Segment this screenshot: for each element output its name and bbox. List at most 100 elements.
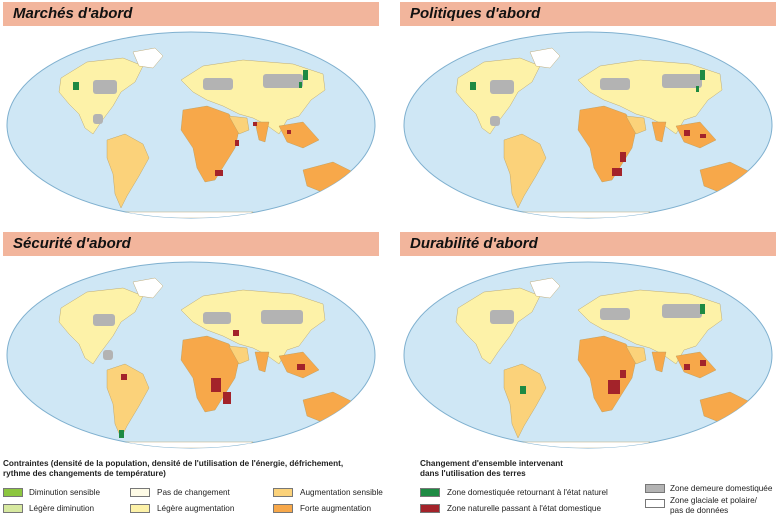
north-america-land	[58, 57, 144, 135]
legend-label: Zone naturelle passant à l'état domestiq…	[447, 504, 602, 513]
south-america-land	[503, 133, 547, 209]
conversion-zone	[700, 134, 706, 138]
legend-land-use: Changement d'ensemble intervenant dans l…	[420, 459, 640, 479]
rewilding-zone	[341, 182, 345, 190]
south-america-land	[503, 363, 547, 439]
india-land	[651, 351, 667, 373]
se-asia-land	[675, 351, 717, 379]
conversion-zone	[297, 364, 305, 370]
conversion-zone	[215, 170, 223, 176]
panel-title: Politiques d'abord	[400, 2, 776, 26]
legend-label: Zone demeure domestiquée	[670, 484, 773, 493]
se-asia-land	[675, 121, 717, 149]
legend-title-line1: Contraintes (densité de la population, d…	[3, 459, 344, 468]
legend-title-line2: rythme des changements de température)	[3, 469, 166, 478]
greenland-land	[529, 47, 561, 69]
legend-constraints: Contraintes (densité de la population, d…	[3, 459, 403, 479]
land-layer	[455, 277, 751, 448]
rewilding-zone	[740, 180, 744, 188]
domestic-zone	[261, 310, 303, 324]
legend-label: Diminution sensible	[29, 488, 100, 497]
legend-swatch	[3, 488, 23, 497]
domestic-zone	[263, 74, 303, 88]
legend-label: Augmentation sensible	[300, 488, 383, 497]
legend-swatch	[130, 504, 150, 513]
arabia-land	[228, 115, 250, 135]
legend-swatch	[420, 488, 440, 497]
rewilding-zone	[299, 82, 302, 88]
panel-title: Durabilité d'abord	[400, 232, 776, 256]
legend-title-line2: dans l'utilisation des terres	[420, 469, 526, 478]
legend-swatch	[645, 499, 665, 508]
rewilding-zone	[73, 82, 79, 90]
land-layer	[58, 47, 354, 218]
arabia-land	[228, 345, 250, 365]
se-asia-land	[278, 121, 320, 149]
conversion-zone	[121, 374, 127, 380]
legend-label: Légère diminution	[29, 504, 95, 513]
legend-label: Zone glaciale et polaire/	[670, 496, 757, 505]
panel-securite: Sécurité d'abord	[3, 232, 379, 452]
rewilding-zone	[696, 86, 699, 92]
greenland-land	[529, 277, 561, 299]
greenland-land	[132, 47, 164, 69]
legend-label: pas de données	[670, 506, 729, 515]
domestic-zone	[93, 80, 117, 94]
rewilding-zone	[470, 82, 476, 90]
land-layer	[58, 277, 354, 448]
world-map	[403, 31, 773, 219]
conversion-zone	[287, 130, 291, 134]
legend-swatch	[273, 504, 293, 513]
domestic-zone	[490, 116, 500, 126]
india-land	[651, 121, 667, 143]
domestic-zone	[93, 114, 103, 124]
legend-label: Pas de changement	[157, 488, 230, 497]
rewilding-zone	[700, 304, 705, 314]
legend-swatch	[420, 504, 440, 513]
legend-swatch	[130, 488, 150, 497]
world-map	[6, 31, 376, 219]
panel-politiques: Politiques d'abord	[400, 2, 776, 222]
domestic-zone	[662, 304, 702, 318]
africa-land	[577, 335, 637, 413]
europe-asia-land	[180, 289, 326, 365]
world-map	[6, 261, 376, 449]
arabia-land	[625, 115, 647, 135]
domestic-zone	[662, 74, 702, 88]
south-america-land	[106, 133, 150, 209]
domestic-zone	[103, 350, 113, 360]
conversion-zone	[608, 380, 620, 394]
greenland-land	[132, 277, 164, 299]
panel-title: Sécurité d'abord	[3, 232, 379, 256]
land-layer	[455, 47, 751, 218]
conversion-zone	[235, 140, 239, 146]
rewilding-zone	[736, 410, 740, 418]
rewilding-zone	[700, 70, 705, 80]
domestic-zone	[600, 78, 630, 90]
domestic-zone	[203, 312, 231, 324]
domestic-zone	[490, 80, 514, 94]
legend-title-line1: Changement d'ensemble intervenant	[420, 459, 563, 468]
conversion-zone	[684, 364, 690, 370]
panel-marches: Marchés d'abord	[3, 2, 379, 222]
panel-title: Marchés d'abord	[3, 2, 379, 26]
rewilding-zone	[520, 386, 526, 394]
conversion-zone	[223, 392, 231, 404]
conversion-zone	[211, 378, 221, 392]
legend-label: Forte augmentation	[300, 504, 372, 513]
north-america-land	[455, 287, 541, 365]
world-map	[403, 261, 773, 449]
conversion-zone	[620, 370, 626, 378]
south-america-land	[106, 363, 150, 439]
domestic-zone	[600, 308, 630, 320]
rewilding-zone	[303, 70, 308, 80]
conversion-zone	[233, 330, 239, 336]
legend-swatch	[645, 484, 665, 493]
rewilding-zone	[119, 430, 124, 438]
legend-swatch	[3, 504, 23, 513]
legend-label: Zone domestiquée retournant à l'état nat…	[447, 488, 608, 497]
panel-durabilite: Durabilité d'abord	[400, 232, 776, 452]
legend-swatch	[273, 488, 293, 497]
north-america-land	[455, 57, 541, 135]
conversion-zone	[700, 360, 706, 366]
